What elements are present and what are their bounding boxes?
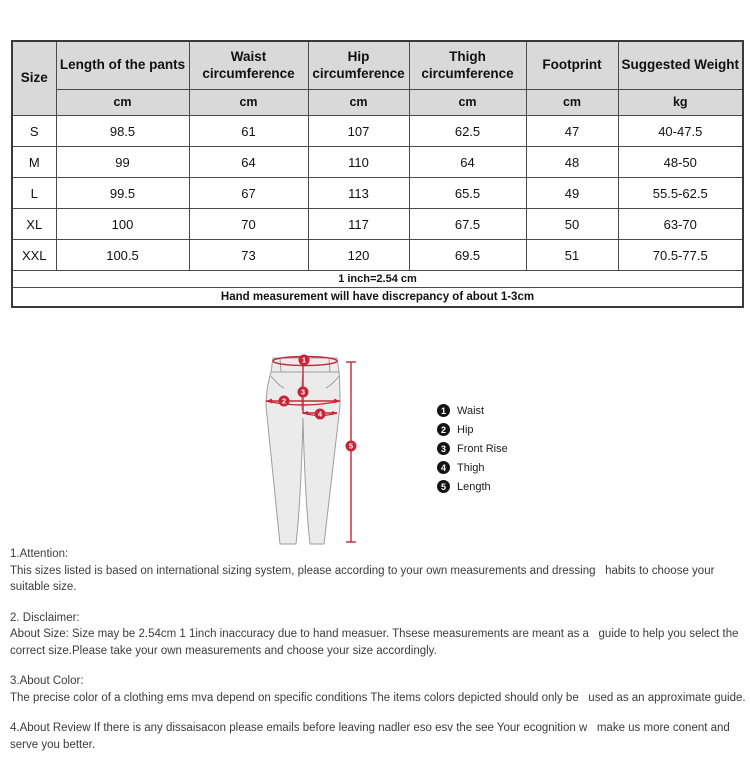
col-header-weight: Suggested Weight: [617, 40, 744, 90]
note-about-review: 4.About Review If there is any dissaisac…: [10, 720, 748, 753]
legend-number-badge: 5: [437, 480, 450, 493]
table-note-hand-row: Hand measurement will have discrepancy o…: [11, 287, 744, 308]
cell-value: 47: [525, 115, 619, 147]
cell-value: 120: [307, 239, 410, 271]
table-note-inch-row: 1 inch=2.54 cm: [11, 270, 744, 288]
cell-value: 117: [307, 208, 410, 240]
col-header-waist: Waist circumference: [188, 40, 309, 90]
cell-value: 70: [188, 208, 309, 240]
size-label: XL: [11, 208, 57, 240]
legend-label: Waist: [457, 404, 485, 417]
cell-value: 70.5-77.5: [617, 239, 744, 271]
legend-label: Hip: [457, 423, 474, 436]
cell-value: 65.5: [408, 177, 527, 209]
note-text: 4.About Review If there is any dissaisac…: [10, 722, 734, 751]
legend-number-badge: 3: [437, 442, 450, 455]
measurement-arrowheads: [266, 398, 340, 415]
legend-item-hip: 2 Hip: [437, 420, 508, 439]
cell-value: 98.5: [55, 115, 190, 147]
col-header-size: Size: [11, 40, 57, 116]
cell-value: 51: [525, 239, 619, 271]
note-text: The precise color of a clothing ems mva …: [10, 691, 746, 704]
point-1-waist: 1: [302, 356, 306, 365]
cell-value: 48-50: [617, 146, 744, 178]
inch-conversion-note: 1 inch=2.54 cm: [11, 270, 744, 288]
legend-number-badge: 1: [437, 404, 450, 417]
size-label: L: [11, 177, 57, 209]
cell-value: 55.5-62.5: [617, 177, 744, 209]
col-header-hip: Hip circumference: [307, 40, 410, 90]
size-label: M: [11, 146, 57, 178]
unit-footprint: cm: [525, 89, 619, 116]
cell-value: 48: [525, 146, 619, 178]
cell-value: 107: [307, 115, 410, 147]
table-row-m: M 99 64 110 64 48 48-50: [11, 146, 744, 178]
cell-value: 63-70: [617, 208, 744, 240]
table-row-xxl: XXL 100.5 73 120 69.5 51 70.5-77.5: [11, 239, 744, 271]
cell-value: 49: [525, 177, 619, 209]
size-chart-table: Size Length of the pants Waist circumfer…: [11, 40, 744, 308]
legend-item-front-rise: 3 Front Rise: [437, 439, 508, 458]
table-header-row: Size Length of the pants Waist circumfer…: [11, 40, 744, 116]
legend-number-badge: 2: [437, 423, 450, 436]
note-disclaimer: 2. Disclaimer: About Size: Size may be 2…: [10, 610, 748, 660]
note-attention: 1.Attention: This sizes listed is based …: [10, 546, 748, 596]
cell-value: 40-47.5: [617, 115, 744, 147]
note-heading: 2. Disclaimer:: [10, 611, 80, 624]
col-header-footprint: Footprint: [525, 40, 619, 90]
legend-item-thigh: 4 Thigh: [437, 458, 508, 477]
table-units-row: cm cm cm cm cm kg: [12, 89, 744, 116]
cell-value: 99: [55, 146, 190, 178]
cell-value: 61: [188, 115, 309, 147]
table-row-s: S 98.5 61 107 62.5 47 40-47.5: [11, 115, 744, 147]
cell-value: 67.5: [408, 208, 527, 240]
note-heading: 3.About Color:: [10, 675, 84, 687]
point-2-hip: 2: [282, 397, 286, 406]
table-row-xl: XL 100 70 117 67.5 50 63-70: [11, 208, 744, 240]
cell-value: 100: [55, 208, 190, 240]
cell-value: 99.5: [55, 177, 190, 209]
unit-thigh: cm: [408, 89, 527, 116]
note-heading: 1.Attention:: [10, 548, 69, 560]
measurement-point-markers: 1 2 3 4 5: [278, 354, 357, 452]
col-header-length: Length of the pants: [55, 40, 190, 90]
legend-number-badge: 4: [437, 461, 450, 474]
cell-value: 62.5: [408, 115, 527, 147]
notes-section: 1.Attention: This sizes listed is based …: [10, 546, 748, 767]
cell-value: 113: [307, 177, 410, 209]
point-3-front-rise: 3: [301, 388, 305, 397]
legend-label: Length: [457, 480, 491, 493]
unit-waist: cm: [188, 89, 309, 116]
legend-item-length: 5 Length: [437, 477, 508, 496]
point-5-length: 5: [349, 442, 353, 451]
table-row-l: L 99.5 67 113 65.5 49 55.5-62.5: [11, 177, 744, 209]
measurement-legend: 1 Waist 2 Hip 3 Front Rise 4 Thigh 5 Len…: [437, 401, 508, 496]
legend-label: Front Rise: [457, 442, 508, 455]
unit-length: cm: [55, 89, 190, 116]
legend-item-waist: 1 Waist: [437, 401, 508, 420]
size-label: XXL: [11, 239, 57, 271]
hand-measurement-note: Hand measurement will have discrepancy o…: [11, 287, 744, 308]
cell-value: 100.5: [55, 239, 190, 271]
legend-label: Thigh: [457, 461, 485, 474]
cell-value: 64: [408, 146, 527, 178]
measurement-lines: [265, 355, 356, 543]
cell-value: 50: [525, 208, 619, 240]
cell-value: 110: [307, 146, 410, 178]
unit-hip: cm: [307, 89, 410, 116]
note-about-color: 3.About Color: The precise color of a cl…: [10, 673, 748, 706]
note-text: About Size: Size may be 2.54cm 1 1inch i…: [10, 628, 742, 657]
cell-value: 67: [188, 177, 309, 209]
col-header-thigh: Thigh circumference: [408, 40, 527, 90]
cell-value: 69.5: [408, 239, 527, 271]
size-label: S: [11, 115, 57, 147]
note-text: This sizes listed is based on internatio…: [10, 564, 718, 594]
pants-measurement-diagram: 1 2 3 4 5: [265, 354, 357, 545]
cell-value: 64: [188, 146, 309, 178]
cell-value: 73: [188, 239, 309, 271]
point-4-thigh: 4: [318, 410, 323, 419]
unit-weight: kg: [617, 89, 744, 116]
